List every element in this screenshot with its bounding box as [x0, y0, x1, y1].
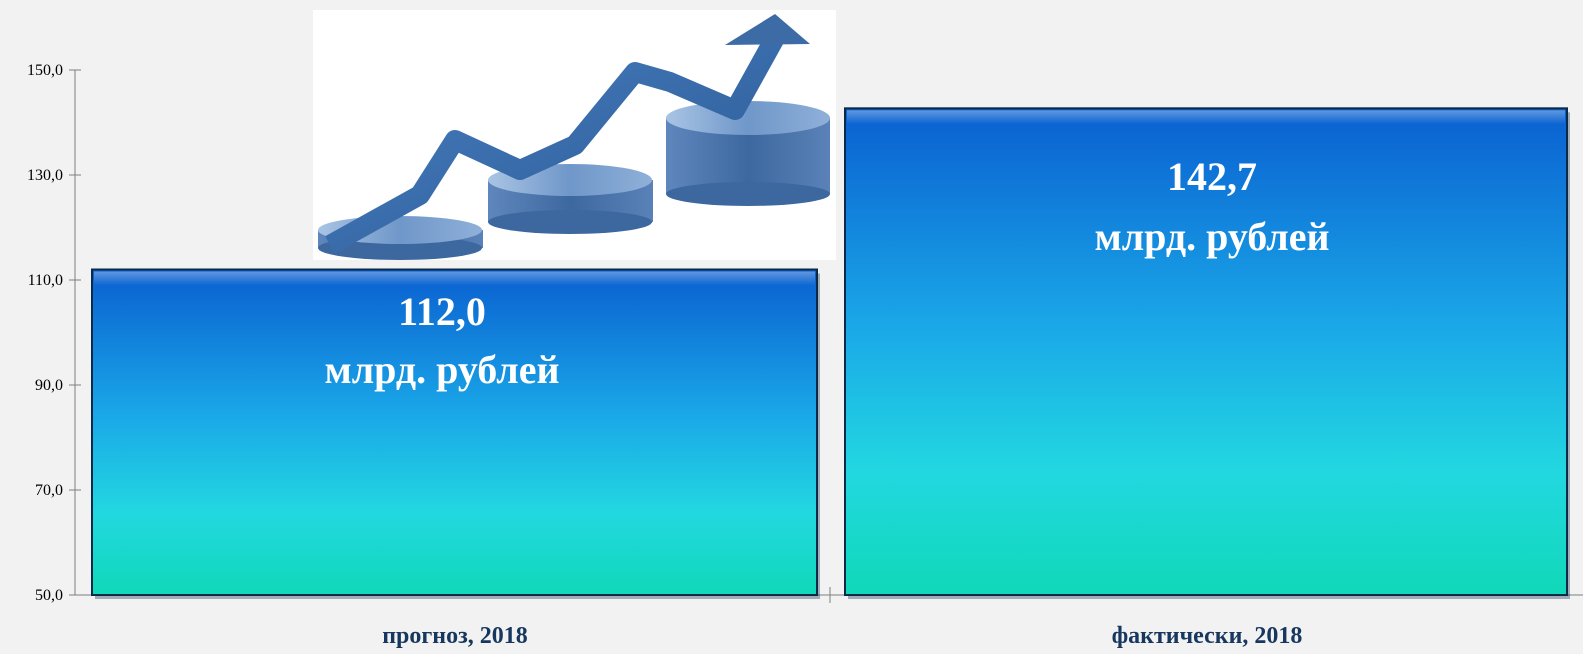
bar-actual	[844, 107, 1568, 596]
bar-unit-label: млрд. рублей	[324, 347, 559, 392]
y-tick-label: 110,0	[28, 272, 63, 289]
y-tick-label: 130,0	[27, 167, 63, 184]
y-tick-label: 70,0	[35, 482, 63, 499]
category-axis: прогноз, 2018 фактически, 2018	[382, 623, 1302, 649]
bar-forecast	[91, 268, 818, 596]
y-tick-label: 90,0	[35, 377, 63, 394]
bar-unit-label: млрд. рублей	[1094, 214, 1329, 259]
rising-arrow-pie-chart-graphic	[313, 10, 836, 260]
x-category-label: фактически, 2018	[1112, 623, 1303, 649]
y-tick-label: 50,0	[35, 587, 63, 604]
bar-value-label: 142,7	[1167, 154, 1257, 199]
bar-sheen	[847, 110, 1565, 125]
bars: 112,0 млрд. рублей 142,7 млрд. рублей	[91, 107, 1570, 599]
y-axis: 50,0 70,0 90,0 110,0 130,0 150,0	[27, 62, 1583, 604]
y-tick-label: 150,0	[27, 62, 63, 79]
bar-value-label: 112,0	[398, 289, 486, 334]
bar-sheen	[94, 271, 815, 286]
x-category-label: прогноз, 2018	[382, 623, 528, 649]
